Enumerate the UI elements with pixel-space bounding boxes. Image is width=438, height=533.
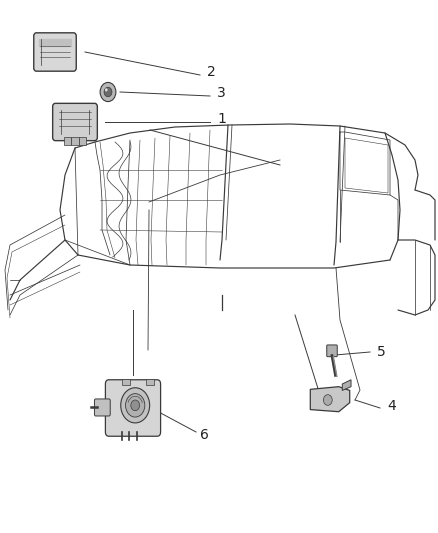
FancyBboxPatch shape bbox=[53, 103, 97, 141]
Polygon shape bbox=[310, 386, 350, 411]
FancyBboxPatch shape bbox=[95, 399, 110, 416]
Text: 3: 3 bbox=[217, 86, 226, 100]
FancyBboxPatch shape bbox=[106, 379, 161, 436]
Bar bbox=[71, 137, 78, 145]
Text: 5: 5 bbox=[377, 345, 386, 359]
Circle shape bbox=[100, 83, 116, 102]
Circle shape bbox=[126, 393, 145, 417]
Bar bbox=[146, 378, 154, 385]
Polygon shape bbox=[342, 379, 351, 390]
FancyBboxPatch shape bbox=[327, 345, 337, 357]
Bar bbox=[122, 378, 130, 385]
Text: 4: 4 bbox=[387, 399, 396, 413]
Text: 2: 2 bbox=[207, 65, 216, 79]
Circle shape bbox=[104, 87, 112, 97]
Circle shape bbox=[105, 88, 108, 92]
Text: 6: 6 bbox=[200, 428, 209, 442]
Bar bbox=[79, 137, 86, 145]
Circle shape bbox=[131, 400, 140, 410]
Text: 1: 1 bbox=[217, 112, 226, 126]
Bar bbox=[64, 137, 71, 145]
Circle shape bbox=[323, 394, 332, 405]
FancyBboxPatch shape bbox=[34, 33, 76, 71]
Circle shape bbox=[121, 387, 150, 423]
